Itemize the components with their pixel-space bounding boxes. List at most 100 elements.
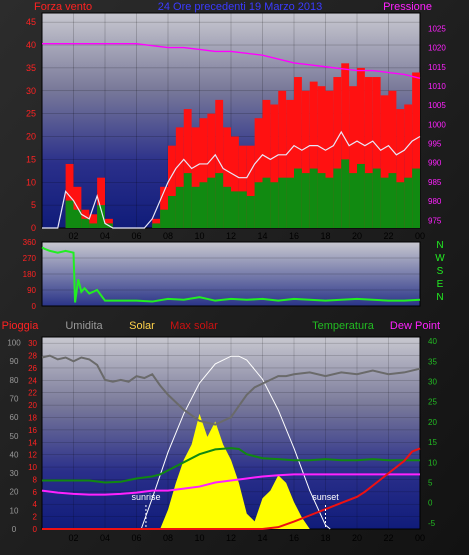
rain-y-tick-label: 2: [33, 513, 38, 522]
rain-y-tick-label: 20: [28, 401, 37, 410]
wind-speed-bar: [65, 200, 74, 228]
wind-gust-bar: [364, 77, 373, 228]
humidity-y-tick-label: 50: [10, 432, 19, 441]
wind-speed-bar: [372, 168, 381, 228]
wind-speed-bar: [160, 209, 168, 228]
rain-y-tick-label: 18: [28, 414, 37, 423]
rain-y-tick-label: 0: [33, 525, 38, 534]
wind-gust-bar: [168, 145, 176, 228]
wind-speed-bar: [223, 186, 231, 228]
wind-speed-bar: [278, 177, 287, 228]
wind-gust-bar: [183, 109, 192, 228]
rain-y-tick-label: 16: [28, 426, 37, 435]
wind-y-tick-label: 10: [26, 177, 36, 187]
pressure-y-tick-label: 1025: [428, 24, 446, 33]
wind-gust-bar: [238, 145, 247, 228]
humidity-y-tick-label: 60: [10, 413, 19, 422]
wind-gust-bar: [380, 95, 389, 228]
rain-y-tick-label: 22: [28, 389, 37, 398]
legend-label: Umidita: [65, 320, 103, 332]
rain-y-tick-label: 12: [28, 451, 37, 460]
pressure-y-tick-label: 985: [428, 178, 442, 187]
humidity-y-tick-label: 90: [10, 357, 19, 366]
humidity-y-tick-label: 80: [10, 376, 19, 385]
compass-label: S: [437, 266, 444, 277]
pressure-line: [42, 43, 421, 79]
wind-y-tick-label: 5: [31, 200, 36, 210]
wind-gust-bar: [286, 99, 294, 229]
wind-speed-bar: [286, 177, 294, 228]
direction-y-tick-label: 360: [23, 238, 37, 247]
pressure-y-axis: 975 980 985 990 995 1000 1005 1010 1015 1020 1025: [428, 24, 446, 225]
wind-speed-bar: [301, 173, 310, 228]
wind-gust-bar: [357, 67, 365, 228]
pressure-y-tick-label: 975: [428, 216, 442, 225]
wind-x-tick-label: 10: [194, 231, 204, 241]
temperature-y-axis: -5 0 5 10 15 20 25 30 35 40: [428, 337, 437, 528]
wind-speed-bar: [89, 223, 98, 228]
wind-speed-bar: [262, 177, 271, 228]
wind-speed-bar: [364, 173, 373, 228]
wind-gust-bar: [325, 90, 334, 228]
wind-gust-bar: [191, 127, 200, 228]
rain-y-tick-label: 14: [28, 438, 37, 447]
multi-x-axis: 02 04 06 08 10 12 14 16 18 20 22 00: [68, 533, 425, 543]
wind-gust-bar: [254, 118, 263, 228]
legend-label: Dew Point: [390, 320, 440, 332]
wind-y-tick-label: 35: [26, 63, 36, 73]
direction-y-axis: 0 90 180 270 360: [23, 238, 37, 311]
wind-gust-bar: [215, 99, 224, 229]
multi-x-tick-label: 08: [163, 533, 173, 543]
wind-gust-bar: [412, 72, 420, 229]
pressure-y-tick-label: 980: [428, 197, 442, 206]
sun-annotations: sunrise sunset: [131, 492, 339, 529]
temperature-y-tick-label: 5: [428, 479, 433, 488]
wind-gust-bar: [262, 99, 271, 229]
max-solar-curve: [140, 355, 331, 530]
wind-x-tick-label: 14: [257, 231, 267, 241]
wind-gust-bar: [396, 109, 405, 228]
multi-x-tick-label: 14: [257, 533, 267, 543]
wind-speed-bar: [81, 218, 90, 228]
legend-label: Solar: [129, 320, 155, 332]
multi-x-tick-label: 00: [415, 533, 425, 543]
multi-x-tick-label: 04: [100, 533, 110, 543]
rain-y-tick-label: 28: [28, 352, 37, 361]
multi-x-tick-label: 18: [320, 533, 330, 543]
wind-speed-bar: [175, 186, 184, 228]
rain-line: [42, 447, 421, 530]
humidity-line: [41, 354, 421, 426]
wind-speed-bar: [152, 223, 161, 228]
wind-speed-bar: [207, 177, 216, 228]
pressure-y-tick-label: 990: [428, 159, 442, 168]
wind-gust-bar: [231, 136, 239, 228]
wind-y-tick-label: 20: [26, 132, 36, 142]
multi-x-tick-label: 12: [226, 533, 236, 543]
pressure-label: Pressione: [383, 1, 432, 13]
wind-x-tick-label: 08: [163, 231, 173, 241]
direction-y-tick-label: 270: [23, 254, 37, 263]
wind-y-tick-label: 0: [31, 223, 36, 233]
wind-gust-bar: [175, 127, 184, 228]
pressure-y-tick-label: 995: [428, 140, 442, 149]
wind-speed-bar: [238, 191, 247, 228]
sunset-label: sunset: [312, 492, 339, 502]
humidity-y-tick-label: 0: [12, 525, 17, 534]
multi-x-tick-label: 16: [289, 533, 299, 543]
chart-title: 24 Ore precedenti 19 Marzo 2013: [158, 1, 323, 13]
wind-speed-bar: [97, 205, 105, 228]
compass-label: N: [436, 292, 443, 303]
wind-speed-bar: [199, 182, 208, 228]
wind-speed-bar: [404, 177, 413, 228]
legend-label: Max solar: [170, 320, 218, 332]
wind-speed-bar: [215, 173, 224, 228]
pressure-y-tick-label: 1000: [428, 120, 446, 129]
wind-speed-bar: [349, 173, 357, 228]
direction-line: [41, 246, 421, 303]
wind-speed-bar: [357, 163, 365, 228]
wind-gust-bar: [349, 86, 357, 228]
wind-series: [42, 43, 421, 229]
wind-speed-bar: [254, 182, 263, 228]
